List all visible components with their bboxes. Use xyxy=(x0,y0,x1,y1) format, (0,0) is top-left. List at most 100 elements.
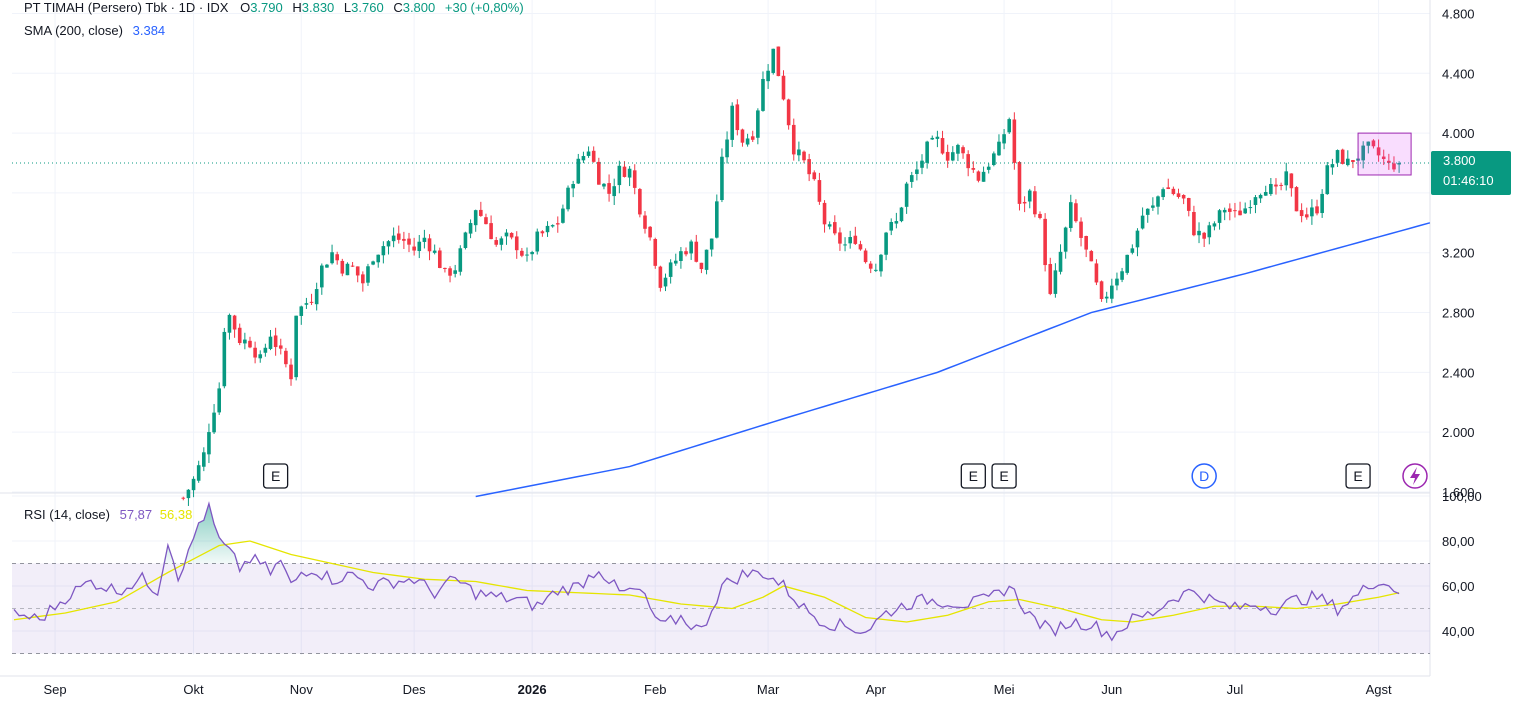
candle xyxy=(1381,149,1386,165)
candle xyxy=(314,282,319,311)
overlay xyxy=(12,132,1430,176)
time-tick-label: 2026 xyxy=(518,682,547,697)
candle xyxy=(1387,153,1391,170)
time-tick-label: Mar xyxy=(757,682,780,697)
time-tick-label: Apr xyxy=(866,682,887,697)
candle xyxy=(555,216,560,233)
candle xyxy=(1243,202,1247,214)
open-label: O xyxy=(240,0,251,15)
candle xyxy=(1192,205,1196,237)
candle xyxy=(453,264,457,278)
rsi-axis[interactable]: 40,00 60,00 80,00 100,00 xyxy=(1442,489,1482,639)
candle xyxy=(1202,231,1206,247)
price-tick-label: 4.400 xyxy=(1442,66,1475,81)
candle xyxy=(673,253,678,266)
candle xyxy=(961,145,965,159)
candle xyxy=(289,358,293,386)
price-axis[interactable]: 1.600 2.000 2.400 2.800 3.200 4.000 4.400 4.800 xyxy=(1442,6,1475,500)
dividend-marker: D xyxy=(1191,463,1217,489)
candle xyxy=(1346,150,1350,167)
candle xyxy=(1361,141,1365,169)
price-tick-label: 2.800 xyxy=(1442,306,1475,321)
candle xyxy=(607,174,611,202)
candle xyxy=(709,238,714,257)
candle xyxy=(263,343,268,357)
candle xyxy=(586,146,591,158)
candle xyxy=(1366,141,1371,154)
candle xyxy=(1007,117,1012,134)
main-legend: PT TIMAH (Persero) Tbk · 1D · IDX O3.790… xyxy=(24,0,524,15)
sma-value: 3.384 xyxy=(132,23,166,38)
candle xyxy=(407,232,411,253)
candle xyxy=(750,130,755,143)
time-tick-label: Nov xyxy=(290,682,314,697)
candle xyxy=(299,305,304,325)
candle xyxy=(1279,182,1283,191)
candle xyxy=(756,108,760,145)
candle xyxy=(822,200,827,233)
candle xyxy=(915,161,919,181)
candle xyxy=(1027,188,1032,209)
candle xyxy=(622,161,627,178)
candle xyxy=(237,323,242,346)
candle xyxy=(1166,178,1171,190)
candle xyxy=(648,226,652,241)
candle xyxy=(658,265,663,292)
candle xyxy=(894,212,899,229)
candle xyxy=(766,64,770,89)
candle xyxy=(807,153,811,182)
sma-label: SMA (200, close) xyxy=(24,23,123,38)
symbol-title[interactable]: PT TIMAH (Persero) Tbk · 1D · IDX xyxy=(24,0,229,15)
candle xyxy=(535,228,540,255)
rsi-legend[interactable]: RSI (14, close) 57,87 56,38 xyxy=(24,507,192,522)
candle xyxy=(243,332,247,350)
candle xyxy=(730,102,734,147)
candle xyxy=(925,140,929,169)
candle xyxy=(591,146,596,163)
sma-legend[interactable]: SMA (200, close) 3.384 xyxy=(24,23,165,38)
candle xyxy=(971,161,976,173)
candle xyxy=(817,172,822,205)
candle xyxy=(1089,249,1094,262)
candle xyxy=(468,219,473,239)
candle xyxy=(432,244,437,255)
candle xyxy=(1161,187,1165,201)
candle xyxy=(1258,193,1263,203)
candle xyxy=(355,266,360,283)
candle xyxy=(699,262,704,274)
time-axis[interactable]: Sep Okt Nov Des 2026 Feb Mar Apr Mei Jun Jul Agst xyxy=(43,682,1392,697)
candle xyxy=(1043,213,1047,272)
candle xyxy=(745,133,750,147)
rsi-tick-label: 80,00 xyxy=(1442,534,1475,549)
candle xyxy=(417,234,422,259)
rsi-value: 57,87 xyxy=(119,507,153,522)
candle xyxy=(776,46,781,77)
candle xyxy=(530,250,534,261)
candle xyxy=(253,341,257,364)
candle xyxy=(335,251,339,265)
candle xyxy=(248,336,252,349)
candle xyxy=(381,241,386,264)
candle xyxy=(581,151,586,164)
candle xyxy=(412,237,416,256)
rsi-label: RSI (14, close) xyxy=(24,507,110,522)
candle xyxy=(848,230,852,249)
candle xyxy=(704,249,709,275)
candle xyxy=(1002,129,1006,150)
candle xyxy=(514,231,519,259)
candle xyxy=(427,234,432,261)
candle xyxy=(448,266,452,283)
time-tick-label: Jun xyxy=(1101,682,1122,697)
candle xyxy=(1038,211,1042,220)
candle xyxy=(909,171,914,188)
candle xyxy=(1110,278,1114,304)
candle xyxy=(484,213,488,225)
highlight-rectangle xyxy=(1357,132,1412,176)
price-tick-label: 4.800 xyxy=(1442,6,1475,21)
candle xyxy=(1176,188,1181,199)
candle xyxy=(350,262,355,268)
candle xyxy=(638,187,642,218)
candle xyxy=(827,221,832,230)
